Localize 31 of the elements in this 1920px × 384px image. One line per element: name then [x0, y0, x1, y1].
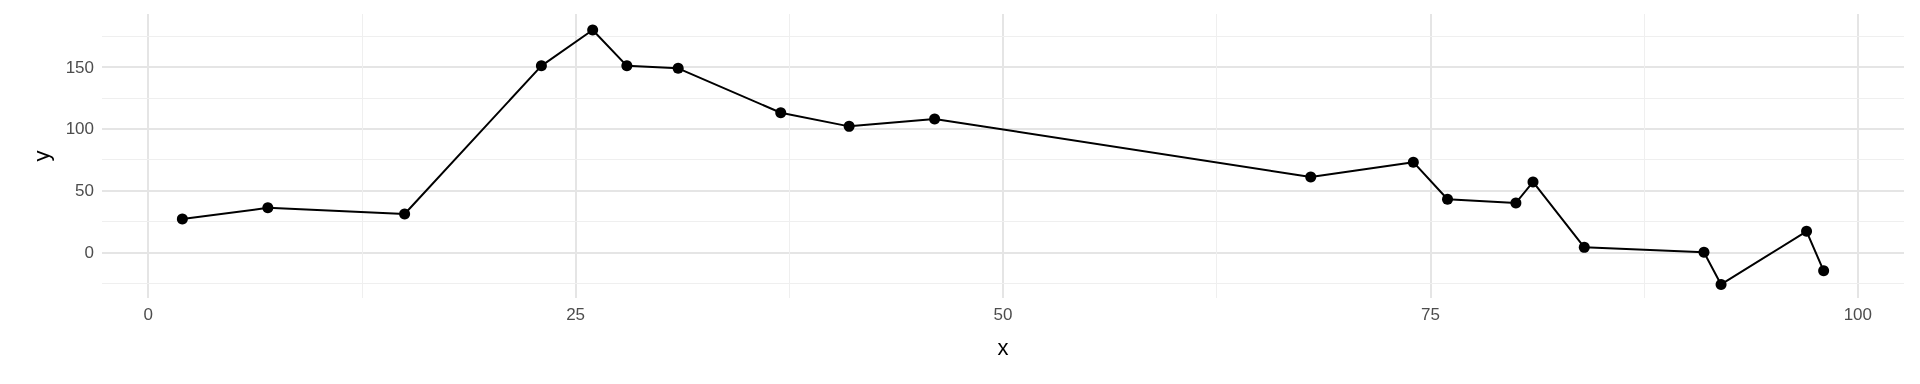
- point: [1578, 241, 1590, 253]
- point: [176, 213, 188, 225]
- point: [262, 202, 274, 214]
- y-tick-label: 150: [65, 57, 94, 77]
- point: [1818, 265, 1830, 277]
- point: [587, 24, 599, 36]
- point: [399, 208, 411, 220]
- point: [1407, 156, 1419, 168]
- point: [1801, 225, 1813, 237]
- point: [1510, 197, 1522, 209]
- point: [1442, 193, 1454, 205]
- point: [1305, 171, 1317, 183]
- x-axis-title: x: [997, 334, 1009, 360]
- point: [621, 60, 633, 72]
- y-tick-label: 50: [75, 181, 94, 201]
- x-tick-label: 0: [143, 305, 153, 324]
- y-tick-label: 0: [84, 242, 94, 262]
- point: [843, 120, 855, 132]
- y-axis-title: y: [28, 150, 54, 162]
- y-tick-label: 100: [65, 119, 94, 139]
- x-tick-label: 25: [566, 305, 586, 324]
- point: [535, 60, 547, 72]
- point: [775, 107, 787, 119]
- point: [672, 62, 684, 74]
- point: [1698, 246, 1710, 258]
- point: [929, 113, 941, 125]
- x-tick-label: 50: [993, 305, 1013, 324]
- point: [1715, 278, 1727, 290]
- x-tick-label: 75: [1420, 305, 1440, 324]
- point: [1527, 176, 1539, 188]
- x-tick-label: 100: [1843, 305, 1873, 324]
